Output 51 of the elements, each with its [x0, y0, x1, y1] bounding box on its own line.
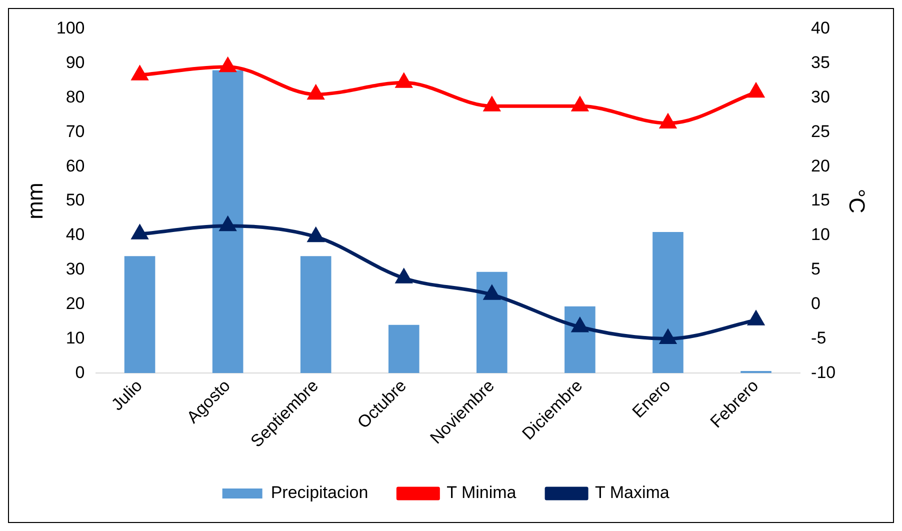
point	[484, 286, 500, 300]
point	[396, 269, 412, 284]
y2-axis-title: °C	[844, 188, 870, 214]
bar	[564, 306, 596, 374]
point	[748, 84, 764, 98]
y-tick-label: 30	[66, 260, 85, 279]
y2-tick-label: 40	[811, 18, 830, 38]
y-tick-label: 80	[66, 88, 85, 107]
y2-tick-label: 25	[811, 122, 830, 141]
point	[132, 225, 148, 240]
y2-tick-label: 0	[811, 294, 820, 313]
point	[132, 66, 148, 80]
bar	[388, 324, 420, 374]
point	[308, 228, 324, 242]
y-tick-label: 10	[66, 328, 85, 348]
y2-tick-label: 15	[811, 190, 830, 210]
y-tick-label: 60	[66, 156, 85, 176]
y-tick-label: 70	[66, 122, 85, 141]
bar	[300, 256, 332, 374]
point	[396, 74, 412, 88]
y2-tick-label: 5	[811, 260, 820, 279]
bar	[652, 232, 684, 374]
bar	[476, 272, 508, 374]
legend-label: T Minima	[446, 483, 517, 502]
point	[572, 97, 588, 112]
bar	[212, 70, 244, 374]
y-tick-label: 50	[66, 190, 85, 210]
y-axis-title: mm	[22, 182, 48, 220]
y2-tick-label: -10	[811, 362, 836, 382]
x-tick-label: Julio	[108, 376, 146, 414]
y-tick-label: 0	[75, 362, 85, 382]
y-tick-label: 40	[66, 225, 85, 244]
point	[748, 311, 764, 326]
legend-label: Precipitacion	[270, 483, 368, 502]
y2-tick-label: 35	[811, 53, 830, 72]
point	[660, 114, 676, 129]
point	[484, 97, 500, 112]
y2-tick-label: -5	[811, 328, 826, 348]
y2-tick-label: 30	[811, 88, 830, 107]
point	[660, 330, 676, 344]
point	[220, 58, 236, 72]
point	[572, 318, 588, 332]
legend-label: T Maxima	[595, 483, 670, 502]
bar	[124, 256, 156, 374]
y2-tick-label: 20	[811, 156, 830, 176]
y-tick-label: 100	[56, 18, 85, 38]
y-tick-label: 90	[66, 53, 85, 72]
y-tick-label: 20	[66, 294, 85, 313]
point	[220, 217, 236, 232]
point	[308, 86, 324, 100]
y2-tick-label: 10	[811, 225, 830, 244]
